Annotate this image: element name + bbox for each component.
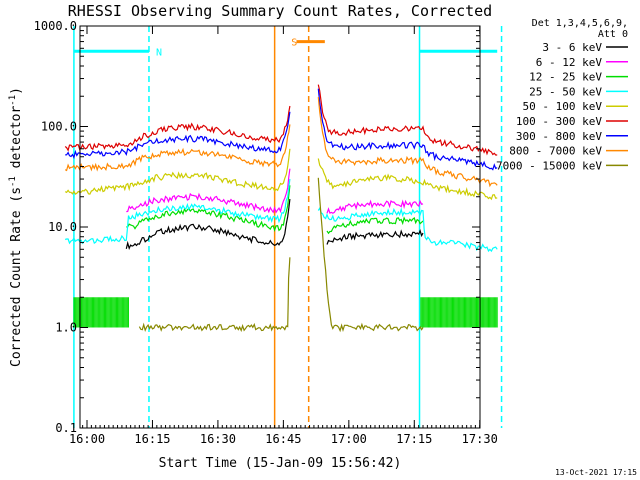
series-line [64, 178, 291, 245]
x-tick-label: 16:30 [200, 432, 236, 446]
series-line [326, 199, 424, 214]
legend-label: 25 - 50 keV [529, 85, 602, 98]
legend: Det 1,3,4,5,6,9,Att 03 - 6 keV 6 - 12 keV… [496, 18, 628, 172]
legend-entry: 6 - 12 keV [536, 56, 628, 69]
series-line [317, 206, 498, 253]
legend-label: 800 - 7000 keV [509, 145, 602, 158]
legend-label: 50 - 100 keV [523, 100, 603, 113]
series-100-300-kev [64, 84, 498, 156]
legend-entry: 12 - 25 keV [529, 71, 628, 84]
series-line [126, 168, 291, 214]
axis-layer: 0.1 1.0 10.0 100.0 1000.0 16:00 16:15 16:30 16:4… [34, 19, 498, 446]
y-axis-label: Corrected Count Rate (s-1 detector-1) [8, 87, 24, 367]
y-tick-label: 0.1 [55, 421, 77, 435]
series-6-12-kev [126, 168, 424, 214]
legend-entry: 300 - 800 keV [516, 130, 628, 143]
series-line [65, 111, 291, 160]
series-25-50-kev [64, 178, 498, 253]
x-tick-label: 17:30 [462, 432, 498, 446]
legend-label: 100 - 300 keV [516, 115, 602, 128]
series-line [138, 257, 291, 333]
series-50-100-kev [64, 148, 498, 201]
series-line [125, 198, 291, 251]
legend-label: 7000 - 15000 keV [496, 159, 602, 172]
legend-entry: 25 - 50 keV [529, 85, 628, 98]
y-axis-label-sup: -1 [8, 176, 18, 187]
y-tick-label: 100.0 [41, 120, 77, 134]
series-line [326, 229, 424, 245]
y-axis-label-sup: -1 [8, 95, 18, 106]
footer-date: 13-Oct-2021 17:15 [555, 468, 637, 477]
series-line [317, 97, 498, 188]
series-line [64, 124, 291, 172]
comb-region [420, 297, 498, 328]
comb-region [73, 297, 129, 328]
y-axis-label-part: ) [9, 87, 24, 95]
chart-title: RHESSI Observing Summary Count Rates, Co… [68, 2, 492, 20]
series-line [64, 148, 291, 195]
state-label: S [291, 38, 297, 49]
series-line [64, 105, 291, 152]
legend-header: Det 1,3,4,5,6,9, [532, 18, 628, 29]
y-tick-label: 1.0 [55, 321, 77, 335]
series-line [126, 185, 291, 232]
series-line [317, 88, 498, 171]
series-800-7000-kev [64, 97, 498, 188]
legend-label: 3 - 6 keV [542, 41, 602, 54]
plot-layer: NS [64, 26, 503, 428]
x-tick-label: 17:00 [331, 432, 367, 446]
series-line [317, 84, 498, 156]
series-7000-15000-kev [138, 177, 424, 333]
series-300-800-kev [65, 88, 498, 171]
series-3-6-kev [125, 198, 424, 251]
legend-header: Att 0 [598, 29, 628, 40]
x-tick-label: 16:15 [134, 432, 170, 446]
legend-entry: 3 - 6 keV [542, 41, 628, 54]
state-label: N [156, 47, 162, 58]
legend-label: 300 - 800 keV [516, 130, 602, 143]
x-tick-label: 16:00 [69, 432, 105, 446]
legend-entry: 7000 - 15000 keV [496, 159, 628, 172]
series-12-25-kev [126, 185, 424, 235]
legend-label: 12 - 25 keV [529, 71, 602, 84]
y-axis-label-part: detector [9, 106, 24, 177]
series-line [317, 158, 498, 201]
x-tick-label: 16:45 [265, 432, 301, 446]
attenuator-band [274, 26, 309, 428]
y-tick-label: 1000.0 [34, 19, 77, 33]
legend-entry: 800 - 7000 keV [509, 145, 628, 158]
y-axis-label-part: Corrected Count Rate (s [9, 187, 24, 367]
legend-entry: 100 - 300 keV [516, 115, 628, 128]
legend-entry: 50 - 100 keV [523, 100, 628, 113]
legend-label: 6 - 12 keV [536, 56, 603, 69]
y-tick-label: 10.0 [48, 220, 77, 234]
series-line [317, 177, 424, 333]
series-line [326, 216, 424, 235]
x-tick-label: 17:15 [396, 432, 432, 446]
x-axis-label: Start Time (15-Jan-09 15:56:42) [159, 456, 402, 471]
